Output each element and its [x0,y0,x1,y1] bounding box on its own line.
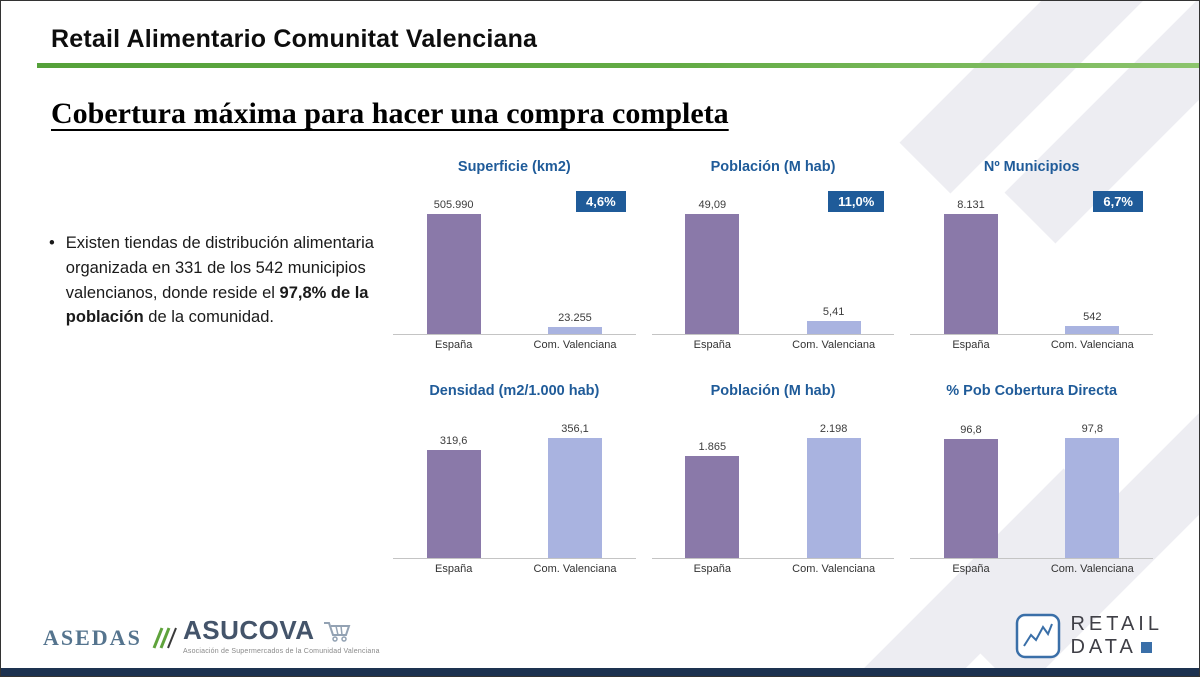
category-label: Com. Valenciana [792,563,876,575]
bar-espana [426,450,481,558]
bar-value-label: 319,6 [439,435,468,447]
chart-card: Densidad (m2/1.000 hab) 319,6 356,1 España C… [387,383,642,575]
bar-value-label: 542 [1083,311,1102,323]
chart-line-icon [1016,613,1061,659]
bar-value-label: 1.865 [698,441,727,453]
bullet-text: Existen tiendas de distribución alimenta… [65,234,374,327]
bar-espana [943,439,998,558]
bar-com-valenciana [547,438,602,558]
charts-grid: Superficie (km2) 4,6% 505.990 23.255 España C… [387,159,1159,575]
chart-card: Población (M hab) 11,0% 49,09 5,41 España Com… [646,159,901,351]
bar-com-valenciana [806,438,861,558]
category-label: Com. Valenciana [1050,563,1134,575]
share-badge: 11,0% [828,191,885,212]
category-label: Com. Valenciana [533,563,617,575]
asedas-wordmark: ASEDAS [43,625,142,650]
chart-plot-area: 4,6% 505.990 23.255 [393,185,636,335]
header-title: Retail Alimentario Comunitat Valenciana [51,25,538,53]
bar-value-label: 96,8 [960,424,982,436]
asucova-wordmark: ASUCOVA [183,615,315,645]
bar-value-label: 356,1 [561,423,589,435]
category-label: España [435,339,473,351]
chart-plot-area: 6,7% 8.131 542 [910,185,1153,335]
slide-title: Cobertura máxima para hacer una compra c… [51,97,729,130]
bottom-bar [1,668,1199,676]
bar-espana [943,214,998,334]
category-label: España [952,563,990,575]
bullet-item: • Existen tiendas de distribución alimen… [49,231,379,330]
chart-title: % Pob Cobertura Directa [946,383,1118,399]
bar-espana [685,456,740,558]
chart-card: Nº Municipios 6,7% 8.131 542 España Com. Vale… [904,159,1159,351]
chart-title: Densidad (m2/1.000 hab) [429,383,600,399]
share-badge: 6,7% [1093,191,1143,212]
bar-com-valenciana [547,327,602,334]
category-label: Com. Valenciana [533,339,617,351]
asucova-subtitle: Asociación de Supermercados de la Comuni… [183,648,380,655]
category-label: España [952,339,990,351]
category-label: Com. Valenciana [1050,339,1134,351]
category-label: España [693,563,731,575]
category-label: Com. Valenciana [792,339,876,351]
retail-data-logo: RETAIL DATA [1015,613,1163,659]
chart-title: Nº Municipios [983,159,1080,175]
bar-value-label: 49,09 [698,199,727,211]
chart-plot-area: 96,8 97,8 [910,409,1153,559]
bar-espana [685,214,740,334]
category-label: España [693,339,731,351]
asedas-slashes-icon [152,627,177,649]
accent-line [37,63,1199,68]
bar-value-label: 8.131 [957,199,985,211]
chart-card: % Pob Cobertura Directa 96,8 97,8 España Com… [904,383,1159,575]
chart-title: Población (M hab) [710,383,836,399]
blue-square-icon [1140,642,1152,653]
retail-data-line2: DATA [1070,636,1163,659]
asucova-logo: ASUCOVA Asociación de Supermercados de l… [183,615,380,655]
bar-value-label: 97,8 [1081,423,1104,435]
share-badge: 4,6% [576,191,626,212]
bar-com-valenciana [1065,438,1120,558]
asedas-logo: ASEDAS [43,625,177,651]
bullet-marker: • [49,234,55,252]
bar-value-label: 5,41 [822,306,845,318]
retail-data-line1: RETAIL [1070,613,1163,635]
bar-com-valenciana [806,321,861,334]
chart-title: Superficie (km2) [457,159,571,175]
chart-plot-area: 319,6 356,1 [393,409,636,559]
bar-value-label: 505.990 [433,199,474,211]
bar-value-label: 2.198 [819,423,848,435]
bar-com-valenciana [1065,326,1120,334]
bar-value-label: 23.255 [558,312,592,324]
shopping-cart-icon [323,621,350,642]
chart-title: Población (M hab) [710,159,836,175]
chart-card: Población (M hab) 1.865 2.198 España Com. Va… [646,383,901,575]
chart-plot-area: 1.865 2.198 [651,409,895,559]
category-label: España [435,563,473,575]
chart-card: Superficie (km2) 4,6% 505.990 23.255 España C… [387,159,642,351]
bar-espana [426,214,481,334]
chart-plot-area: 11,0% 49,09 5,41 [651,185,895,335]
